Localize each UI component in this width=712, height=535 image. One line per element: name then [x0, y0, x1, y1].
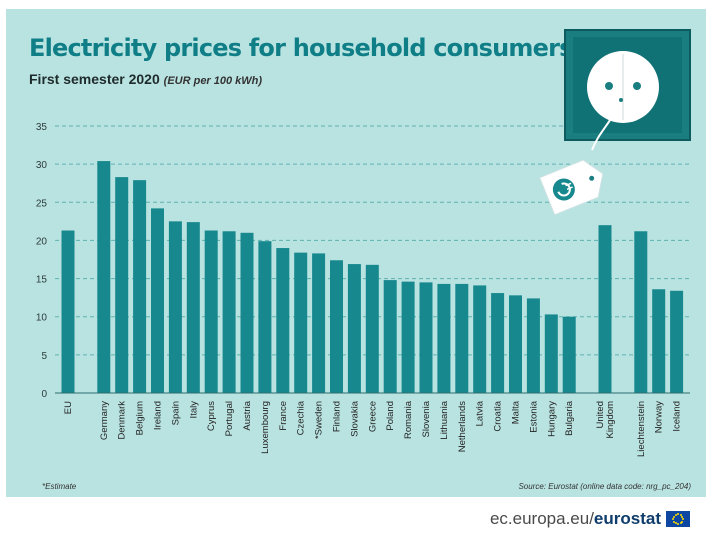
- x-tick-label: EU: [63, 401, 74, 414]
- bar-sweden: [312, 253, 326, 393]
- x-tick-label: Bulgaria: [564, 400, 575, 436]
- bar-lithuania: [437, 283, 451, 393]
- bar-series: [61, 161, 684, 393]
- bar-cyprus: [204, 230, 218, 393]
- x-tick-label: Luxembourg: [260, 401, 271, 454]
- bar-czechia: [294, 252, 308, 393]
- x-tick-label: Malta: [511, 400, 522, 424]
- bar-romania: [401, 281, 415, 393]
- x-tick-label: Hungary: [546, 401, 557, 437]
- bar-liechtenstein: [634, 231, 648, 393]
- bar-greece: [365, 264, 379, 393]
- y-tick-label: 10: [36, 313, 48, 324]
- x-tick-label: Denmark: [117, 401, 128, 440]
- bar-denmark: [115, 177, 129, 393]
- x-tick-label: Slovenia: [421, 400, 432, 437]
- bar-norway: [652, 289, 666, 393]
- power-socket-icon: [564, 29, 691, 151]
- eurostat-brand[interactable]: ec.europa.eu/eurostat: [490, 509, 690, 529]
- y-tick-label: 15: [36, 275, 48, 286]
- x-tick-label: Croatia: [493, 400, 504, 431]
- x-tick-label: Liechtenstein: [636, 401, 647, 457]
- x-tick-label: Germany: [99, 401, 110, 440]
- brand-name: eurostat: [593, 509, 661, 528]
- x-tick-label: Poland: [385, 401, 396, 431]
- subtitle-unit: (EUR per 100 kWh): [163, 75, 263, 87]
- bar-finland: [330, 260, 343, 393]
- y-tick-label: 35: [36, 122, 48, 133]
- bar-latvia: [473, 285, 487, 393]
- bar-hungary: [544, 314, 558, 393]
- x-tick-label: Romania: [403, 400, 414, 439]
- bar-portugal: [222, 231, 236, 393]
- bar-eu: [61, 230, 75, 393]
- x-tick-label: Lithuania: [439, 400, 450, 439]
- eu-flag-icon: [666, 511, 690, 527]
- x-tick-label: Estonia: [528, 400, 539, 432]
- bar-united-kingdom: [598, 225, 612, 393]
- bar-poland: [383, 280, 397, 393]
- bar-italy: [186, 222, 200, 393]
- x-tick-label: Iceland: [672, 401, 683, 432]
- bar-iceland: [670, 290, 684, 393]
- bar-france: [276, 248, 290, 393]
- price-tag-icon: [539, 159, 604, 216]
- x-tick-label: Spain: [170, 401, 181, 425]
- bar-croatia: [491, 293, 505, 393]
- bar-malta: [509, 295, 522, 393]
- x-tick-label: *Sweden: [314, 401, 325, 439]
- x-tick-label: Netherlands: [457, 401, 468, 452]
- x-tick-label: Kingdom: [605, 401, 616, 439]
- estimate-note: *Estimate: [42, 482, 77, 491]
- y-tick-label: 20: [36, 236, 48, 247]
- subtitle-period: First semester 2020: [29, 71, 160, 87]
- x-tick-label: Finland: [332, 401, 343, 432]
- bar-slovenia: [419, 282, 433, 393]
- x-tick-label: Cyprus: [206, 401, 217, 431]
- x-tick-label: France: [278, 401, 289, 431]
- bar-estonia: [526, 298, 540, 393]
- bar-spain: [168, 221, 182, 393]
- bar-germany: [97, 161, 111, 393]
- y-tick-labels: 0 5 10 15 20 25 30 35: [36, 122, 48, 400]
- x-tick-labels: EU Germany Denmark Belgium Ireland Spain Italy…: [63, 400, 683, 457]
- bar-ireland: [151, 208, 164, 393]
- brand-site: ec.europa.eu/: [489, 509, 594, 528]
- x-tick-label: United: [595, 401, 606, 428]
- bar-bulgaria: [562, 316, 576, 393]
- bar-luxembourg: [258, 241, 272, 393]
- x-tick-label: Norway: [654, 401, 665, 433]
- bar-slovakia: [347, 264, 361, 393]
- bar-austria: [240, 232, 254, 393]
- x-tick-label: Portugal: [224, 401, 235, 436]
- x-tick-label: Czechia: [296, 400, 307, 435]
- chart-subtitle: First semester 2020 (EUR per 100 kWh): [29, 71, 262, 87]
- bar-belgium: [133, 180, 147, 393]
- chart-title: Electricity prices for household consume…: [29, 34, 573, 62]
- x-tick-label: Latvia: [475, 400, 486, 426]
- y-tick-label: 30: [36, 160, 48, 171]
- x-tick-label: Belgium: [135, 401, 146, 435]
- y-tick-label: 0: [41, 389, 47, 400]
- x-tick-label: Greece: [367, 401, 378, 432]
- bar-netherlands: [455, 283, 469, 393]
- source-note: Source: Eurostat (online data code: nrg_…: [518, 482, 691, 491]
- x-tick-label: Slovakia: [349, 400, 360, 437]
- x-tick-label: Austria: [242, 400, 253, 430]
- y-tick-label: 5: [41, 351, 47, 362]
- x-tick-label: Italy: [188, 401, 199, 419]
- y-tick-label: 25: [36, 198, 48, 209]
- x-tick-label: Ireland: [153, 401, 164, 430]
